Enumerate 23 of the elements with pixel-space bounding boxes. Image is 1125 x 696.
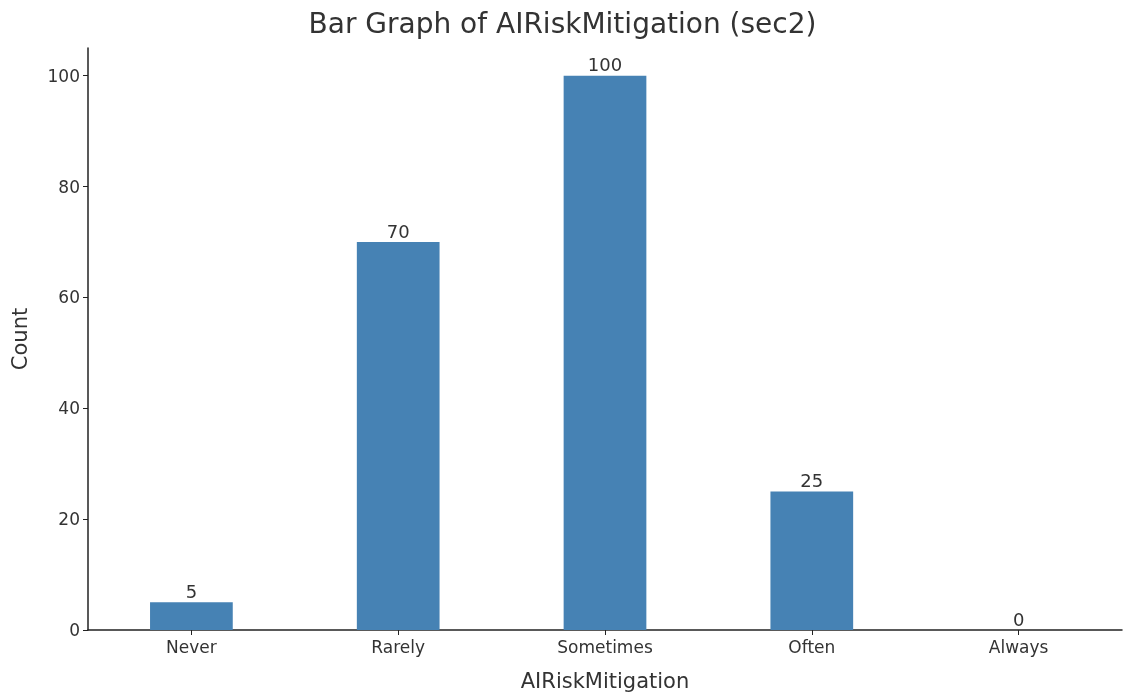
x-tick-label: Often <box>788 636 836 657</box>
x-tick-label: Always <box>988 636 1049 657</box>
y-tick-label: 20 <box>58 509 80 530</box>
y-tick-label: 0 <box>69 620 80 640</box>
y-tick-label: 60 <box>58 287 80 308</box>
y-tick-label: 40 <box>58 398 80 419</box>
chart-title: Bar Graph of AIRiskMitigation (sec2) <box>308 6 817 40</box>
bar <box>563 75 647 630</box>
data-label: 5 <box>185 580 198 602</box>
data-label: 25 <box>800 469 824 491</box>
data-label: 70 <box>386 220 410 242</box>
y-tick-label: 80 <box>58 176 80 197</box>
bar <box>356 242 440 630</box>
bar <box>770 491 854 630</box>
x-tick-label: Never <box>166 636 217 657</box>
data-label: 100 <box>587 54 623 76</box>
data-label: 0 <box>1012 608 1025 630</box>
x-tick-label: Rarely <box>371 636 426 657</box>
bar <box>150 602 233 630</box>
x-tick-label: Sometimes <box>557 636 653 657</box>
y-tick-label: 100 <box>47 65 80 86</box>
y-axis-title: Count <box>7 307 32 371</box>
x-axis-title: AIRiskMitigation <box>520 668 690 693</box>
